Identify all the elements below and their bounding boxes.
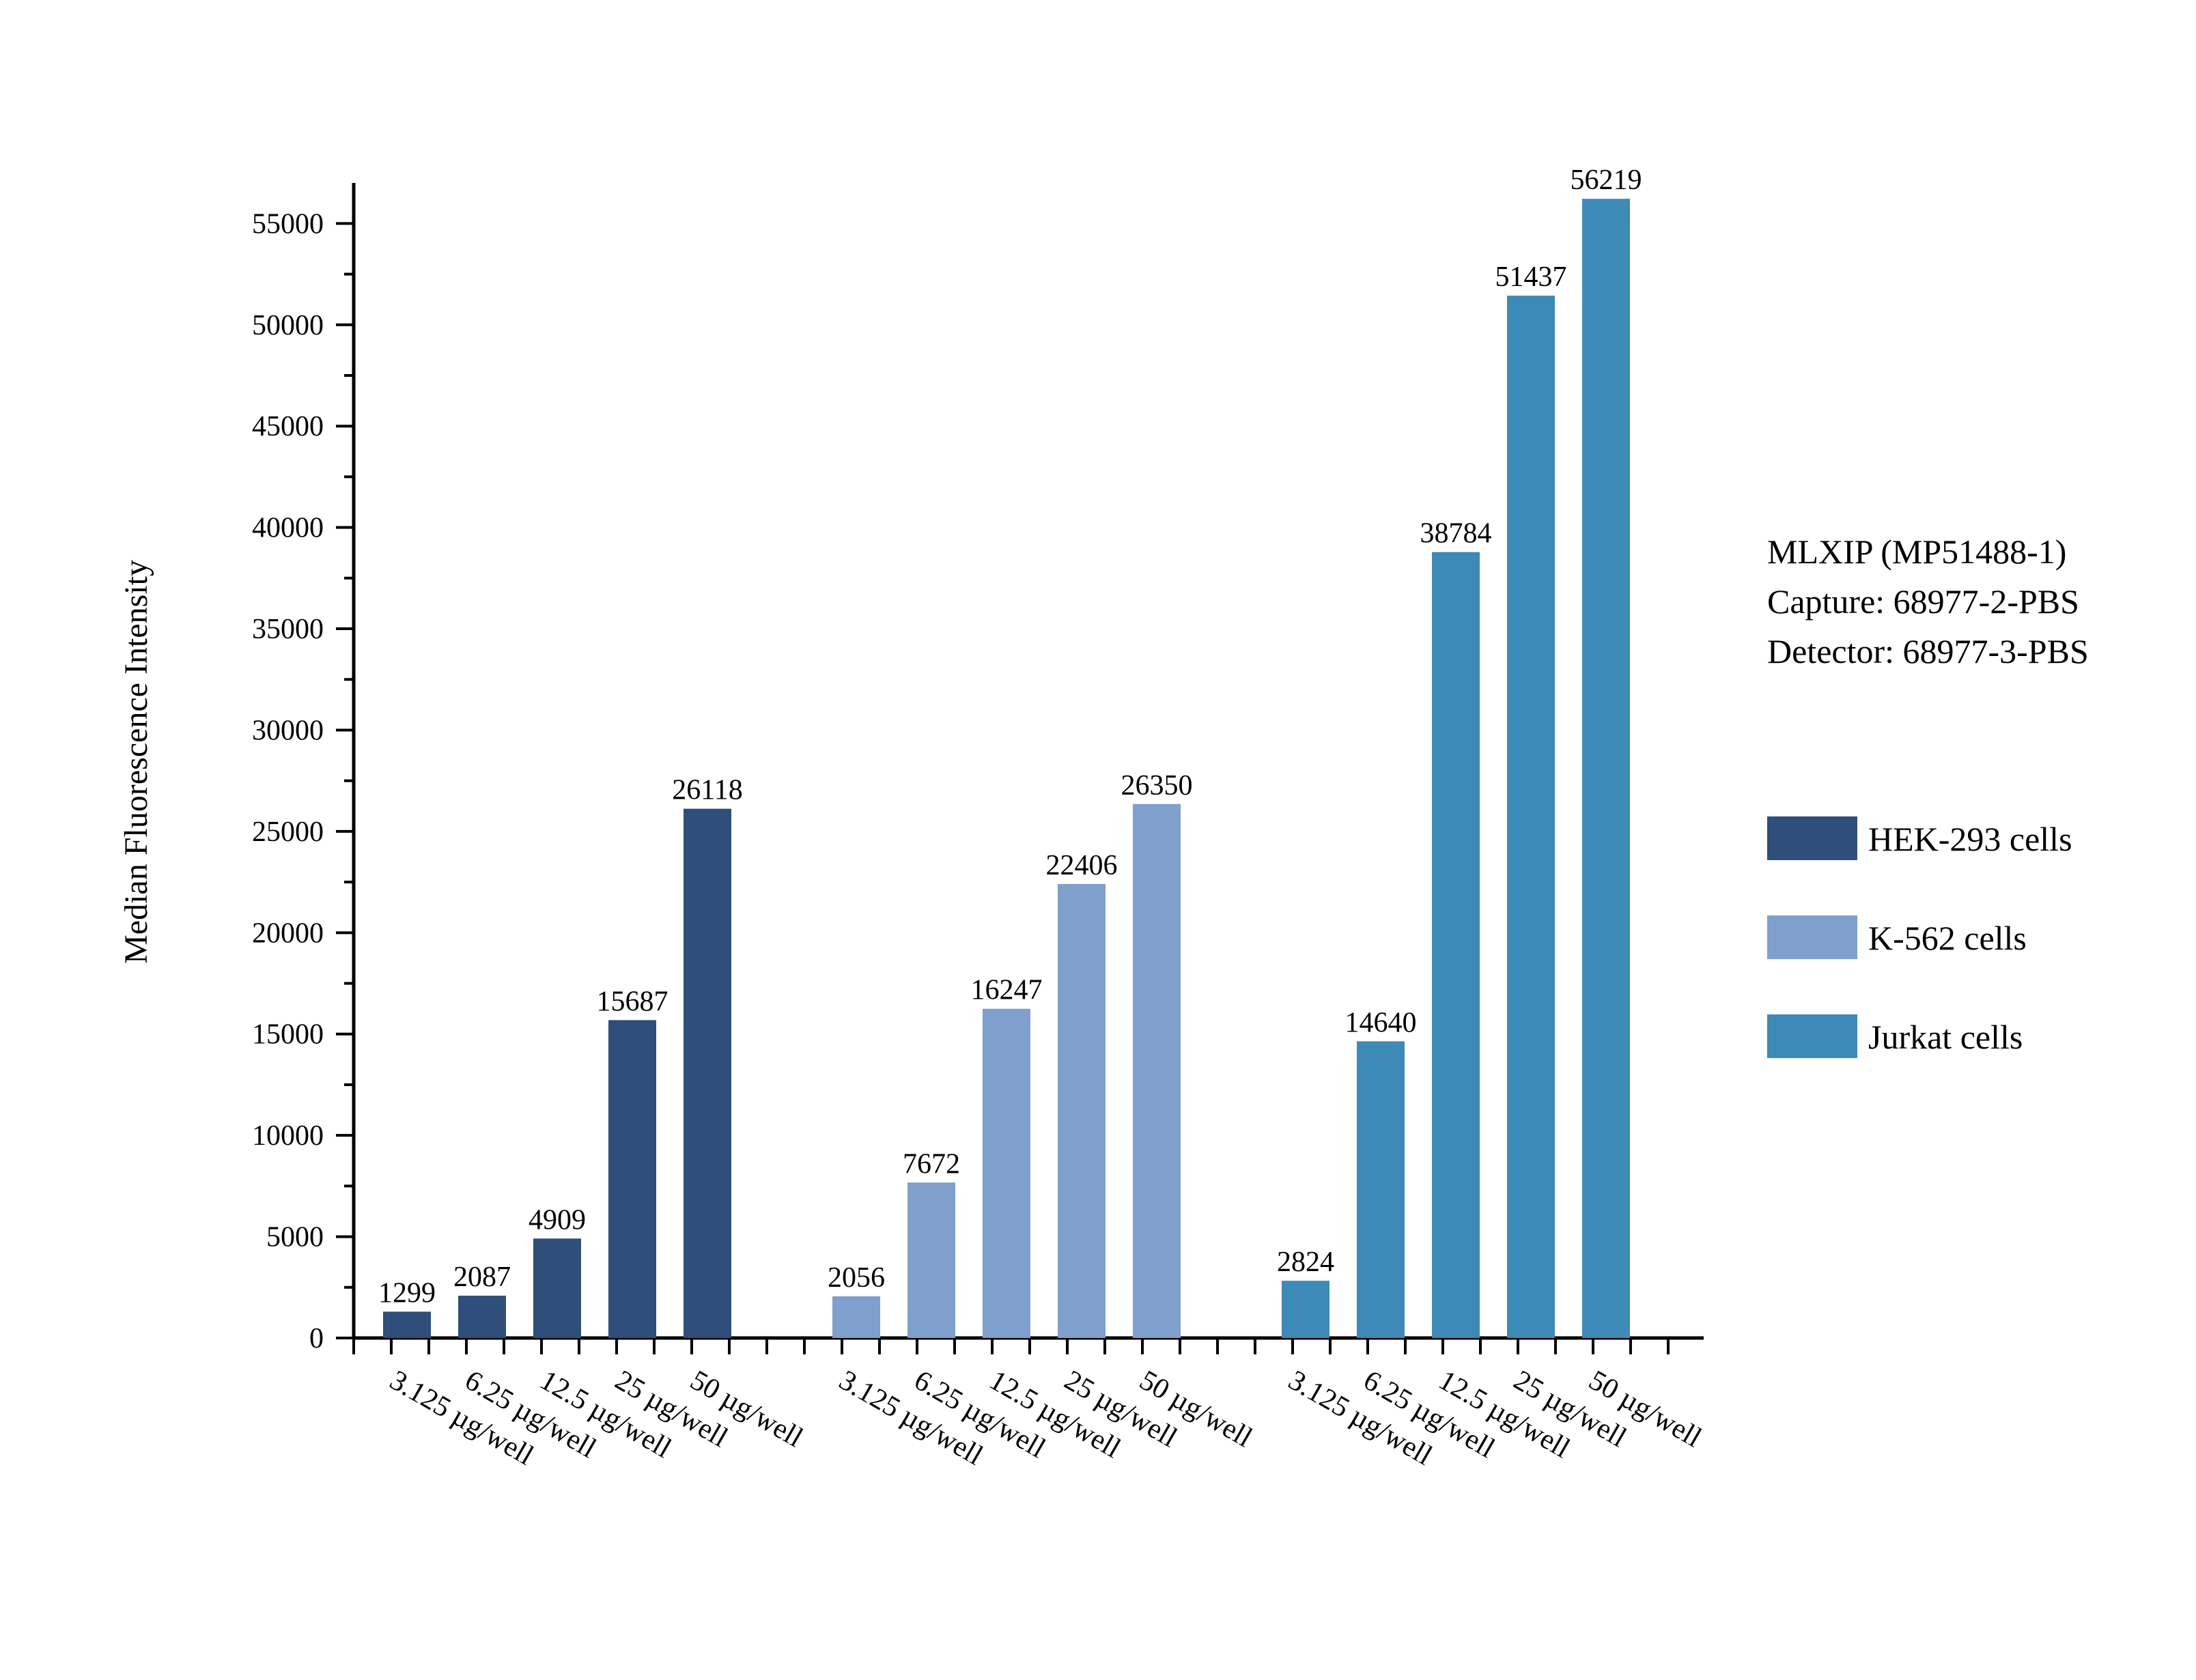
bar — [1507, 296, 1555, 1338]
chart-annotation: MLXIP (MP51488-1) Capture: 68977-2-PBS D… — [1767, 532, 2089, 670]
y-tick-label: 40000 — [252, 513, 324, 544]
y-tick-label: 45000 — [252, 411, 324, 442]
y-tick-label: 0 — [309, 1323, 324, 1354]
y-tick-label: 35000 — [252, 614, 324, 645]
bar-value-label: 26118 — [672, 775, 742, 806]
legend-label: HEK-293 cells — [1868, 820, 2072, 858]
annotation-line-2: Capture: 68977-2-PBS — [1767, 582, 2079, 621]
bar-value-label: 38784 — [1420, 518, 1492, 550]
bar — [383, 1311, 431, 1338]
legend-label: Jurkat cells — [1868, 1018, 2023, 1056]
bar — [983, 1008, 1030, 1338]
bar — [907, 1182, 955, 1338]
legend: HEK-293 cells K-562 cells Jurkat cells — [1767, 816, 2072, 1058]
bar — [1582, 199, 1630, 1339]
bar-value-label: 2087 — [453, 1262, 511, 1293]
bar-value-label: 22406 — [1046, 850, 1118, 881]
bar-value-label: 2056 — [828, 1262, 885, 1294]
legend-swatch — [1767, 816, 1857, 860]
bar-value-label: 15687 — [597, 986, 668, 1017]
bar-value-label: 4909 — [529, 1204, 586, 1236]
annotation-line-1: MLXIP (MP51488-1) — [1767, 532, 2066, 571]
y-axis-title: Median Fluorescence Intensity — [118, 560, 154, 964]
legend-swatch — [1767, 1014, 1857, 1058]
bar-value-label: 14640 — [1345, 1007, 1417, 1038]
y-tick-label: 55000 — [252, 208, 324, 240]
bar-value-label: 26350 — [1121, 770, 1193, 801]
bar — [458, 1296, 506, 1338]
bar — [1432, 552, 1480, 1339]
y-tick-label: 20000 — [252, 917, 324, 949]
bar — [608, 1020, 656, 1338]
bar-value-label: 56219 — [1571, 165, 1642, 196]
y-tick-label: 10000 — [252, 1120, 324, 1152]
bar — [533, 1238, 581, 1338]
bar-value-label: 7672 — [903, 1148, 960, 1180]
bar-value-label: 51437 — [1495, 261, 1567, 293]
bar — [684, 808, 731, 1338]
bar-value-label: 2824 — [1277, 1247, 1334, 1278]
bar-value-label: 16247 — [971, 975, 1043, 1006]
y-tick-label: 30000 — [252, 715, 324, 746]
plot-area: 0 5000 10000 15000 20000 25000 30000 35000 40000… — [252, 165, 1706, 1472]
legend-label: K-562 cells — [1868, 919, 2027, 957]
bar — [1058, 883, 1106, 1338]
annotation-line-3: Detector: 68977-3-PBS — [1767, 632, 2089, 670]
y-tick-label: 25000 — [252, 816, 324, 848]
y-tick-label: 50000 — [252, 310, 324, 341]
y-tick-label: 15000 — [252, 1019, 324, 1051]
bar — [1357, 1041, 1405, 1338]
legend-swatch — [1767, 915, 1857, 959]
bar — [1133, 803, 1181, 1338]
bar-value-label: 1299 — [378, 1277, 436, 1309]
y-tick-label: 5000 — [266, 1222, 324, 1253]
bar — [832, 1296, 880, 1338]
bar — [1282, 1281, 1329, 1338]
